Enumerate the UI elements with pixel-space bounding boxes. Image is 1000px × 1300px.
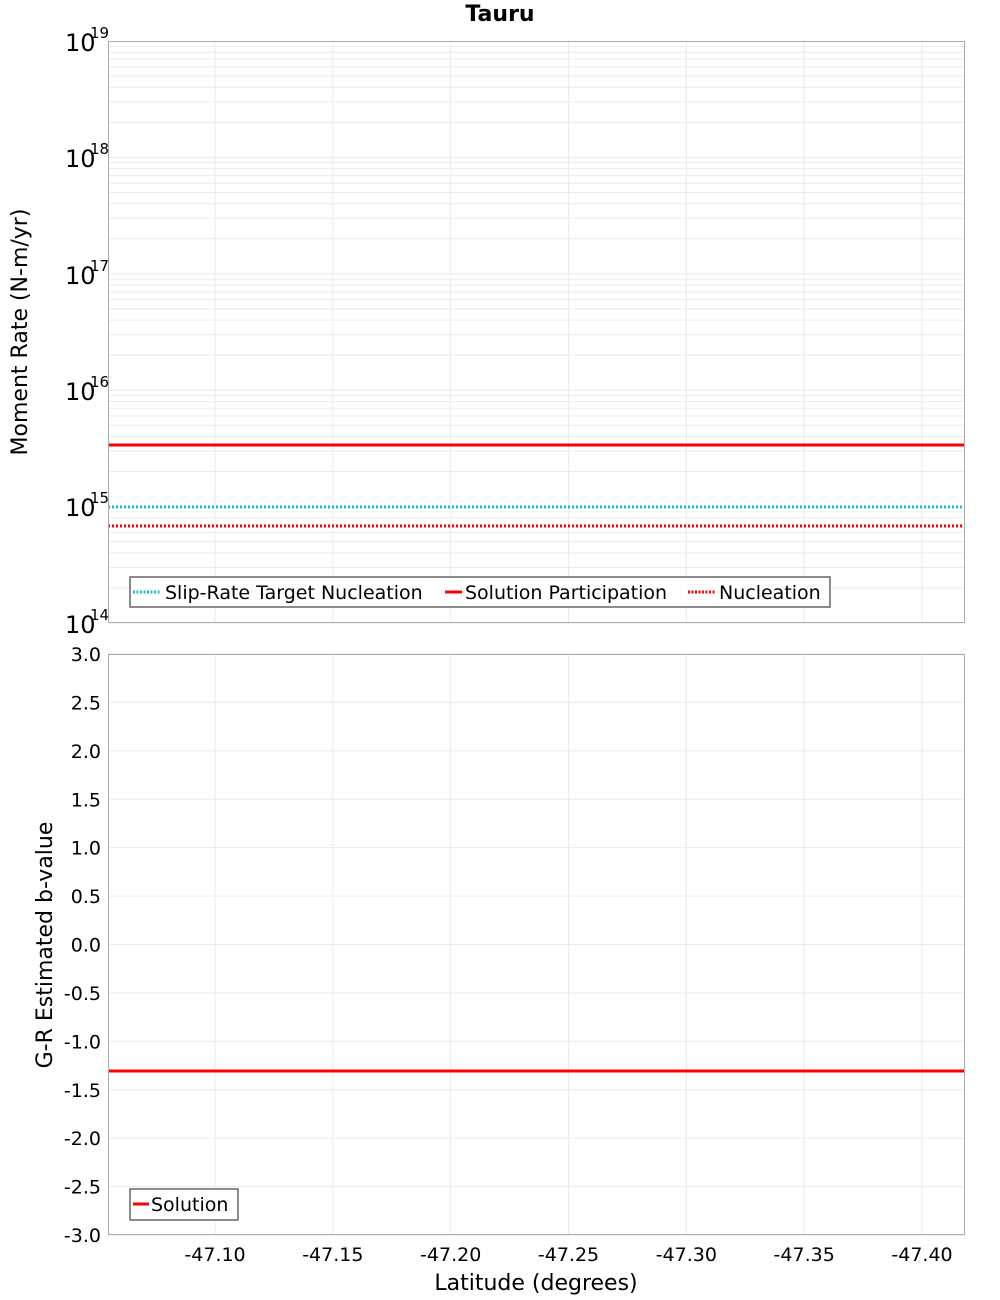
legend-label-slip-rate: Slip-Rate Target Nucleation — [165, 582, 423, 604]
bottom-legend: Solution — [129, 1188, 239, 1221]
xtick-label: -47.20 — [420, 1244, 481, 1266]
xtick-label: -47.25 — [538, 1244, 599, 1266]
legend-label-nucleation: Nucleation — [719, 582, 821, 604]
ytick-label: 2.5 — [71, 692, 101, 714]
xtick-label: -47.10 — [184, 1244, 245, 1266]
top-plot-border — [108, 41, 965, 623]
svg-text:18: 18 — [90, 140, 109, 158]
svg-text:17: 17 — [90, 257, 109, 275]
svg-text:19: 19 — [90, 24, 109, 42]
svg-text:15: 15 — [90, 489, 109, 507]
ytick-label: -2.0 — [64, 1128, 101, 1150]
legend-label-solution: Solution — [151, 1194, 228, 1216]
chart-title: Tauru — [465, 2, 535, 27]
svg-text:16: 16 — [90, 373, 109, 391]
ytick-label: -1.0 — [64, 1031, 101, 1053]
xtick-label: -47.15 — [302, 1244, 363, 1266]
ytick-label: -3.0 — [64, 1225, 101, 1247]
ytick-label: 1.0 — [71, 838, 101, 860]
svg-text:10: 10 — [65, 145, 96, 173]
bottom-plot: Solution 3.0 2.5 2.0 1.5 1.0 0.5 0.0 -0.5 -1.0 -1… — [33, 644, 965, 1296]
ytick-label: -0.5 — [64, 983, 101, 1005]
ytick-label: 1.5 — [71, 789, 101, 811]
ytick-label: 0.0 — [71, 935, 101, 957]
svg-text:10: 10 — [65, 611, 96, 639]
xtick-label: -47.40 — [891, 1244, 952, 1266]
bottom-yaxis-ticks: 3.0 2.5 2.0 1.5 1.0 0.5 0.0 -0.5 -1.0 -1.5 -2.0 -2.… — [64, 644, 101, 1247]
top-plot-area — [108, 41, 965, 623]
legend-label-solution-participation: Solution Participation — [465, 582, 667, 604]
ytick-label: 3.0 — [71, 644, 101, 666]
xtick-label: -47.35 — [774, 1244, 835, 1266]
svg-text:10: 10 — [65, 29, 96, 57]
svg-text:10: 10 — [65, 494, 96, 522]
xaxis-label: Latitude (degrees) — [434, 1271, 637, 1296]
xtick-label: -47.30 — [656, 1244, 717, 1266]
bottom-plot-border — [108, 654, 965, 1235]
top-legend: Slip-Rate Target Nucleation Solution Par… — [129, 576, 831, 608]
bottom-xaxis-ticks: -47.10 -47.15 -47.20 -47.25 -47.30 -47.35 -47.… — [184, 1244, 952, 1266]
svg-text:10: 10 — [65, 262, 96, 290]
ytick-label: -1.5 — [64, 1080, 101, 1102]
ytick-label: 2.0 — [71, 741, 101, 763]
top-plot: Slip-Rate Target Nucleation Solution Par… — [8, 24, 965, 639]
svg-text:14: 14 — [90, 606, 109, 624]
ytick-label: -2.5 — [64, 1177, 101, 1199]
bottom-yaxis-label: G-R Estimated b-value — [33, 822, 58, 1069]
ytick-label: 0.5 — [71, 886, 101, 908]
svg-text:10: 10 — [65, 378, 96, 406]
top-yaxis-label: Moment Rate (N-m/yr) — [8, 209, 33, 456]
